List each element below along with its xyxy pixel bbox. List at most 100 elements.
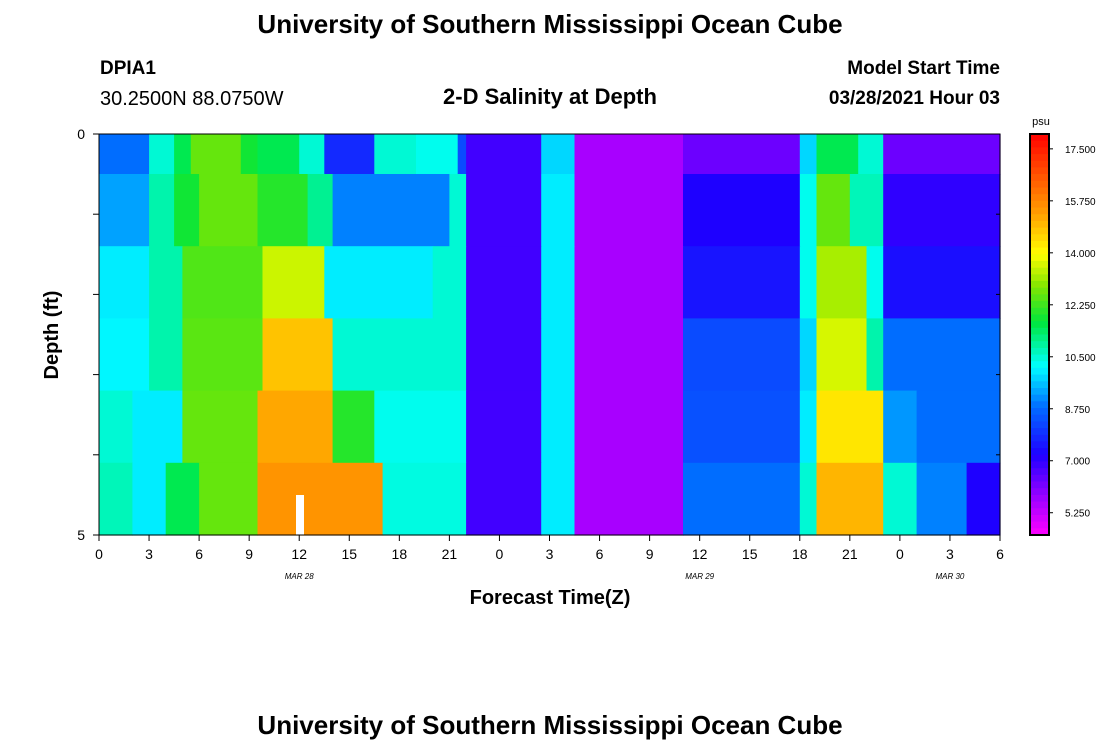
heatmap-cell — [541, 174, 576, 247]
colorbar-segment — [1030, 174, 1049, 182]
heatmap-cell — [574, 134, 684, 175]
colorbar-tick-label: 12.250 — [1065, 301, 1096, 312]
date-label: MAR 30 — [935, 572, 964, 581]
heatmap-cells — [99, 134, 1001, 536]
heatmap-cell — [99, 462, 133, 536]
heatmap-cell — [149, 318, 184, 392]
colorbar-segment — [1030, 488, 1049, 496]
heatmap-cell — [883, 318, 1001, 392]
colorbar-tick-label: 5.250 — [1065, 509, 1090, 520]
heatmap-cell — [190, 134, 242, 175]
y-tick-label: 5 — [77, 527, 85, 543]
heatmap-cell — [883, 390, 918, 464]
heatmap-cell — [99, 390, 133, 464]
heatmap-cell — [332, 390, 375, 464]
colorbar-segment — [1030, 528, 1049, 536]
heatmap-cell — [374, 134, 417, 175]
colorbar: 17.500 15.750 14.000 12.250 10.500 8.750 7.000… — [1029, 133, 1096, 536]
heatmap-cell — [541, 390, 576, 464]
colorbar-segment — [1030, 314, 1049, 322]
heatmap-cell — [683, 174, 801, 247]
colorbar-segment — [1030, 515, 1049, 523]
colorbar-segment — [1030, 441, 1049, 449]
station-coordinates: 30.2500N 88.0750W — [100, 88, 284, 110]
plot-title: 2-D Salinity at Depth — [443, 84, 657, 109]
heatmap-cell — [799, 134, 818, 175]
heatmap-cell — [466, 174, 542, 247]
heatmap-cell — [307, 174, 334, 247]
colorbar-segment — [1030, 200, 1049, 209]
colorbar-units: psu — [1032, 116, 1050, 128]
colorbar-segment — [1030, 494, 1049, 503]
date-label: MAR 28 — [285, 572, 314, 581]
heatmap-cell — [382, 462, 467, 536]
heatmap-cell — [257, 174, 309, 247]
x-tick-label: 0 — [496, 546, 504, 562]
heatmap-cell — [683, 390, 801, 464]
colorbar-segment — [1030, 234, 1049, 242]
heatmap-cell — [541, 462, 576, 536]
x-tick-label: 21 — [442, 546, 458, 562]
colorbar-segment — [1030, 301, 1049, 309]
colorbar-segment — [1030, 267, 1049, 275]
heatmap-cell — [165, 462, 200, 536]
x-tick-label: 6 — [195, 546, 203, 562]
heatmap-cell — [883, 134, 1001, 175]
heatmap-cell — [683, 134, 801, 175]
heatmap-cell — [683, 246, 801, 319]
heatmap-cell — [883, 246, 1001, 319]
x-tick-label: 3 — [946, 546, 954, 562]
colorbar-segment — [1030, 474, 1049, 483]
heatmap-cell — [466, 318, 542, 392]
heatmap-cell — [466, 390, 542, 464]
colorbar-segment — [1030, 327, 1049, 336]
colorbar-tick-label: 15.750 — [1065, 197, 1096, 208]
colorbar-segment — [1030, 321, 1049, 329]
colorbar-segment — [1030, 140, 1049, 148]
colorbar-segment — [1030, 481, 1049, 489]
colorbar-tick-label: 10.500 — [1065, 353, 1096, 364]
heatmap-cell — [132, 462, 167, 536]
colorbar-segment — [1030, 307, 1049, 316]
colorbar-segment — [1030, 428, 1049, 436]
heatmap-cell — [683, 462, 801, 536]
colorbar-segment — [1030, 160, 1049, 168]
colorbar-segment — [1030, 434, 1049, 443]
colorbar-segment — [1030, 468, 1049, 476]
date-label: MAR 29 — [685, 572, 714, 581]
heatmap-cell — [99, 246, 150, 319]
heatmap-cell — [541, 134, 576, 175]
x-axis: 0 3 6 9 12 15 18 21 0 3 6 9 12 15 18 21 0 3 6 MAR 28 MAR 29 M… — [95, 535, 1004, 581]
heatmap-cell — [257, 390, 334, 464]
colorbar-segment — [1030, 194, 1049, 202]
y-tick-label: 0 — [77, 126, 85, 142]
x-tick-label: 18 — [792, 546, 808, 562]
heatmap-cell — [374, 390, 467, 464]
y-axis-label: Depth (ft) — [41, 291, 63, 380]
heatmap-cell — [849, 174, 884, 247]
heatmap-cell — [199, 174, 259, 247]
colorbar-segment — [1030, 281, 1049, 289]
x-tick-label: 12 — [291, 546, 307, 562]
heatmap-cell — [574, 462, 684, 536]
heatmap-cell — [816, 390, 884, 464]
colorbar-segment — [1030, 180, 1049, 189]
heatmap-cell — [449, 174, 467, 247]
x-tick-label: 9 — [646, 546, 654, 562]
heatmap-cell — [332, 174, 450, 247]
colorbar-segment — [1030, 421, 1049, 429]
x-axis-label: Forecast Time(Z) — [470, 587, 631, 609]
heatmap-cell — [799, 390, 818, 464]
colorbar-segment — [1030, 167, 1049, 175]
colorbar-segment — [1030, 414, 1049, 422]
heatmap-cell — [262, 246, 325, 319]
heatmap-cell — [299, 134, 325, 175]
heatmap-cell — [866, 318, 884, 392]
heatmap-cell — [99, 174, 150, 247]
heatmap-cell — [466, 462, 542, 536]
missing-data-marker — [296, 495, 304, 535]
heatmap-cell — [99, 318, 150, 392]
colorbar-segment — [1030, 388, 1049, 396]
colorbar-segment — [1030, 214, 1049, 222]
